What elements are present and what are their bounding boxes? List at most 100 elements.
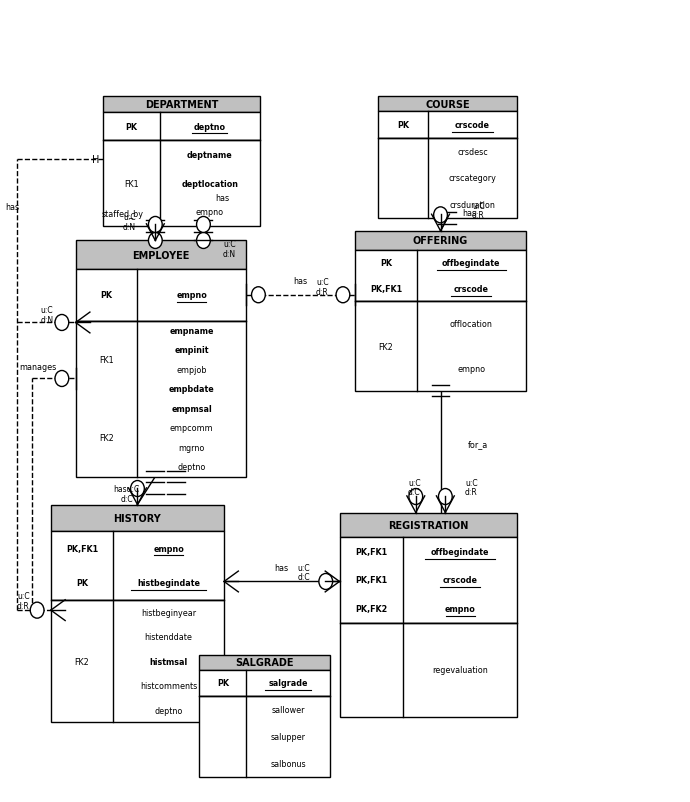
Circle shape (409, 489, 423, 505)
Text: histbegindate: histbegindate (137, 579, 200, 588)
Text: u:C: u:C (465, 478, 477, 487)
Text: COURSE: COURSE (425, 99, 470, 110)
Text: PK: PK (217, 678, 229, 687)
Text: OFFERING: OFFERING (413, 236, 468, 246)
Circle shape (319, 573, 333, 589)
Text: crscode: crscode (455, 121, 490, 130)
Text: histbeginyear: histbeginyear (141, 608, 196, 618)
Text: H: H (92, 155, 99, 164)
Bar (378, 139, 517, 219)
Bar (51, 601, 224, 723)
Text: deptno: deptno (155, 706, 183, 715)
Text: has: has (462, 209, 477, 217)
Bar (355, 251, 526, 302)
Text: d:N: d:N (40, 315, 53, 324)
Text: manages: manages (19, 363, 57, 371)
Text: sallower: sallower (271, 705, 305, 715)
Bar (378, 97, 517, 111)
Text: histmsal: histmsal (150, 657, 188, 666)
Circle shape (197, 217, 210, 233)
Circle shape (30, 602, 44, 618)
Text: FK2: FK2 (379, 342, 393, 351)
Text: empmsal: empmsal (171, 404, 212, 413)
Text: u:C: u:C (41, 306, 53, 314)
Text: d:C: d:C (408, 488, 421, 496)
Text: d:C: d:C (297, 573, 310, 581)
Text: deptno: deptno (194, 123, 226, 132)
Text: deptno: deptno (177, 463, 206, 472)
Text: histenddate: histenddate (145, 633, 193, 642)
Text: d:C: d:C (120, 494, 132, 503)
Text: has: has (294, 277, 308, 286)
Circle shape (148, 217, 162, 233)
Text: HISTORY: HISTORY (114, 513, 161, 523)
Bar (199, 670, 330, 696)
Text: u:C: u:C (297, 563, 310, 572)
Text: for_a: for_a (469, 439, 489, 448)
Text: u:C: u:C (472, 201, 484, 210)
Text: empno: empno (444, 604, 475, 614)
Text: PK,FK2: PK,FK2 (355, 604, 388, 614)
Circle shape (252, 287, 265, 303)
Text: empno: empno (153, 544, 184, 553)
Text: DEPARTMENT: DEPARTMENT (145, 100, 218, 110)
Text: PK: PK (76, 579, 88, 588)
Text: mgrno: mgrno (178, 444, 205, 452)
Text: d:R: d:R (17, 602, 30, 610)
Text: deptname: deptname (187, 151, 233, 160)
Text: offbegindate: offbegindate (442, 259, 500, 268)
Text: has: has (5, 203, 19, 212)
Bar (51, 505, 224, 531)
Bar (355, 302, 526, 391)
Text: empjob: empjob (176, 366, 207, 375)
Text: u:C: u:C (224, 240, 236, 249)
Text: regevaluation: regevaluation (432, 666, 488, 674)
Text: empno: empno (457, 365, 485, 374)
Text: empinit: empinit (175, 346, 209, 355)
Bar (199, 696, 330, 776)
Text: PK,FK1: PK,FK1 (370, 285, 402, 294)
Circle shape (130, 481, 144, 497)
Text: deptlocation: deptlocation (181, 180, 238, 188)
Bar (339, 623, 517, 717)
Bar (76, 241, 246, 269)
Text: EMPLOYEE: EMPLOYEE (132, 250, 190, 261)
Text: hasu:C: hasu:C (113, 484, 139, 493)
Text: d:N: d:N (123, 222, 136, 231)
Text: u:C: u:C (316, 278, 328, 287)
Text: crscode: crscode (442, 576, 477, 585)
Text: histcomments: histcomments (140, 681, 197, 691)
Text: salbonus: salbonus (270, 759, 306, 768)
Text: offlocation: offlocation (450, 320, 493, 329)
Circle shape (433, 208, 447, 224)
Text: salgrade: salgrade (268, 678, 308, 687)
Circle shape (438, 489, 452, 505)
Text: empcomm: empcomm (170, 423, 213, 433)
Text: crscategory: crscategory (448, 174, 496, 183)
Text: u:C: u:C (408, 478, 421, 487)
Text: d:R: d:R (465, 488, 477, 496)
Text: FK1: FK1 (124, 180, 139, 188)
Text: crsdesc: crsdesc (457, 148, 488, 156)
Bar (199, 655, 330, 670)
Text: PK: PK (126, 123, 137, 132)
Bar (355, 232, 526, 251)
Text: empno: empno (176, 291, 207, 300)
Text: d:R: d:R (472, 211, 484, 220)
Text: d:R: d:R (316, 288, 328, 297)
Text: PK: PK (397, 121, 409, 130)
Bar (76, 269, 246, 322)
Circle shape (197, 233, 210, 249)
Text: has: has (275, 563, 289, 572)
Text: d:N: d:N (223, 249, 236, 258)
Bar (103, 113, 259, 141)
Text: crsduration: crsduration (449, 201, 495, 210)
Circle shape (148, 233, 162, 249)
Circle shape (55, 371, 69, 387)
Bar (378, 111, 517, 139)
Text: FK2: FK2 (75, 657, 90, 666)
Bar (339, 513, 517, 537)
Text: SALGRADE: SALGRADE (235, 658, 294, 667)
Text: REGISTRATION: REGISTRATION (388, 520, 469, 530)
Text: PK,FK1: PK,FK1 (66, 544, 98, 553)
